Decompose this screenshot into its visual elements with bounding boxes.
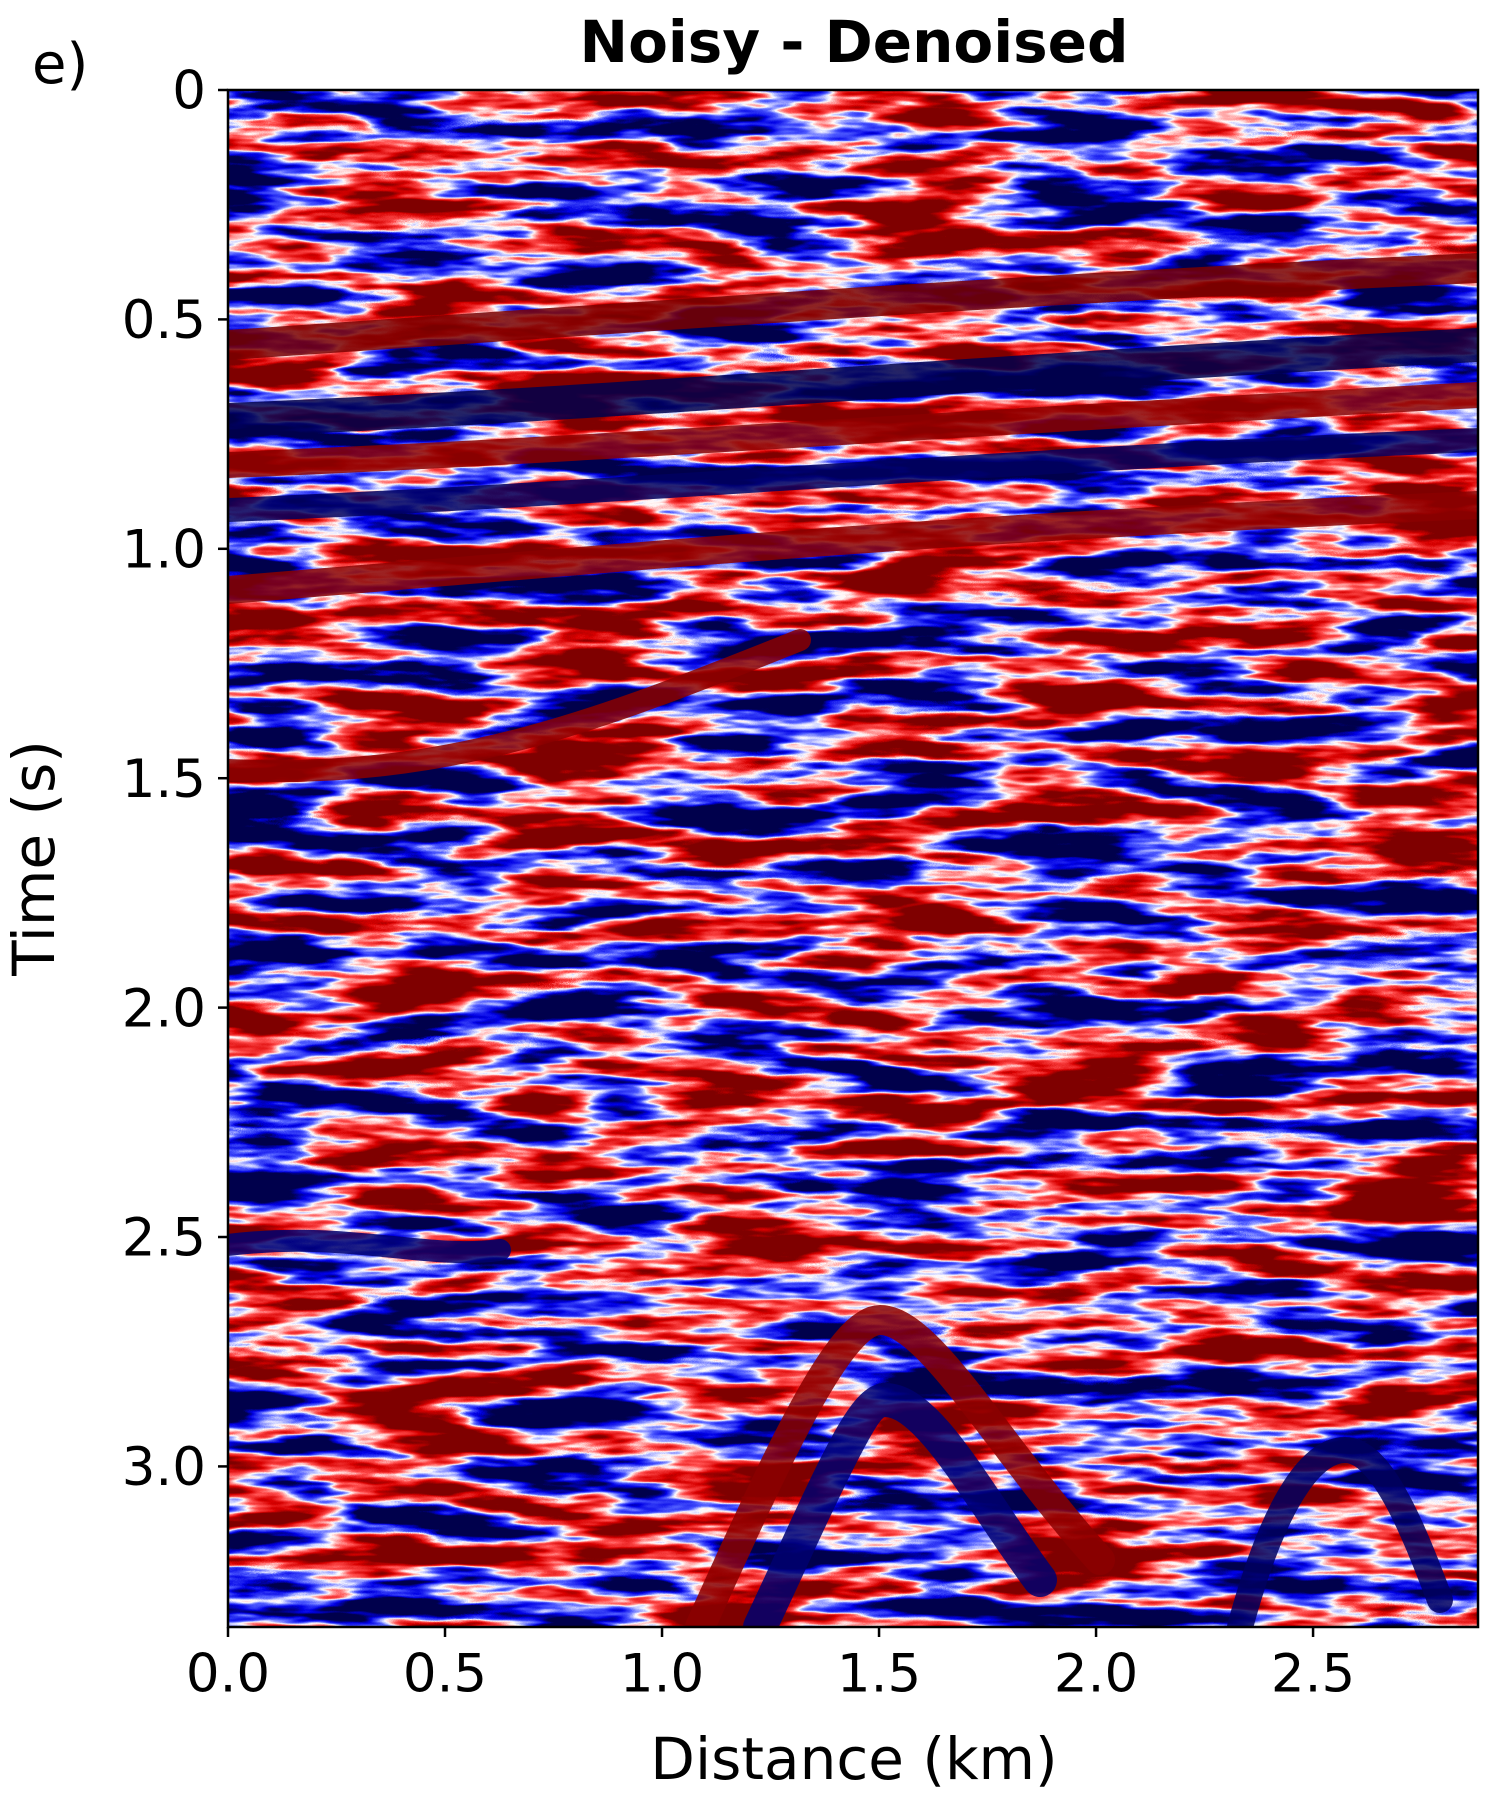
panel-label: e): [32, 32, 88, 97]
x-tick-label: 2.0: [1054, 1644, 1138, 1705]
x-axis-label: Distance (km): [650, 1725, 1057, 1793]
chart-title: Noisy - Denoised: [580, 8, 1129, 76]
y-tick-label: 0.5: [122, 290, 206, 351]
y-tick-label: 1.0: [122, 519, 206, 580]
reflectors: [228, 253, 1478, 1627]
y-tick-label: 2.0: [122, 978, 206, 1039]
x-tick-label: 1.0: [620, 1644, 704, 1705]
x-tick-label: 1.5: [837, 1644, 921, 1705]
y-axis-label: Time (s): [0, 740, 68, 977]
y-tick-label: 2.5: [122, 1208, 206, 1269]
plot-frame: [226, 88, 1480, 1629]
seismic-image: [228, 90, 1478, 1627]
y-tick-label: 0: [172, 61, 206, 122]
x-tick-label: 2.5: [1271, 1644, 1355, 1705]
x-tick-label: 0.5: [403, 1644, 487, 1705]
y-tick-label: 3.0: [122, 1437, 206, 1498]
y-tick-label: 1.5: [122, 749, 206, 810]
x-tick-label: 0.0: [186, 1644, 270, 1705]
